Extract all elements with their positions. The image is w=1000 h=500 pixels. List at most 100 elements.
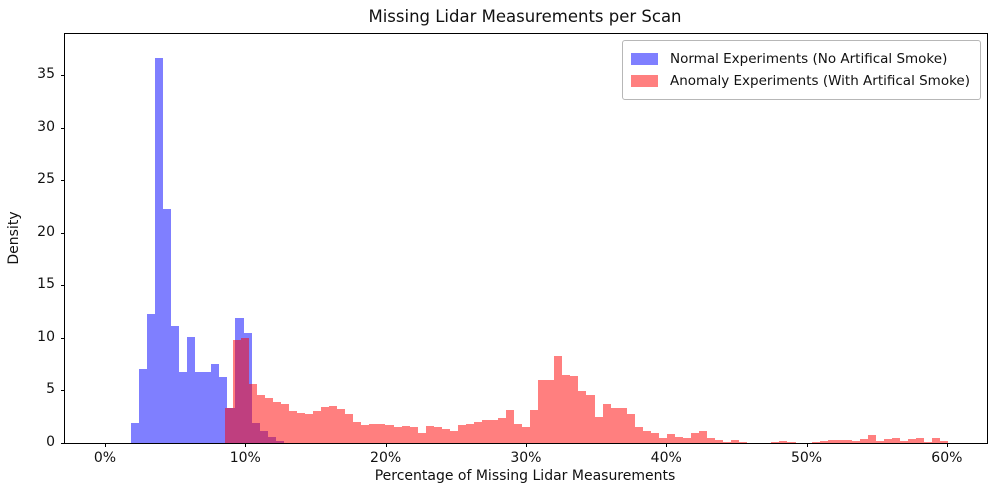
histogram-bar [369, 424, 378, 443]
histogram-bar [578, 391, 587, 443]
histogram-bar [481, 419, 490, 443]
histogram-bar [289, 411, 298, 443]
x-tick-label: 0% [93, 450, 117, 466]
histogram-bar [353, 421, 362, 443]
histogram-bar [940, 440, 949, 443]
legend-entry-normal: Normal Experiments (No Artifical Smoke) [631, 48, 970, 70]
y-tick-label: 0 [46, 434, 55, 450]
histogram-bar [321, 407, 330, 443]
histogram-bar [385, 425, 394, 443]
histogram-bar [650, 432, 659, 443]
histogram-bar [835, 439, 844, 443]
histogram-bar [723, 441, 732, 443]
x-tick-label: 50% [790, 450, 823, 466]
x-tick-mark [666, 443, 668, 447]
histogram-bar [498, 417, 507, 443]
histogram-bar [908, 438, 917, 443]
x-tick-mark [525, 443, 527, 447]
histogram-bar [554, 355, 563, 443]
histogram-bar [248, 384, 257, 443]
histogram-bar [305, 413, 314, 443]
histogram-bar [449, 431, 458, 443]
histogram-bar [163, 208, 172, 443]
legend: Normal Experiments (No Artifical Smoke) … [622, 40, 981, 100]
histogram-bar [916, 437, 925, 443]
histogram-bar [256, 394, 265, 443]
y-tick-label: 10 [37, 328, 55, 345]
histogram-bar [811, 441, 820, 443]
legend-entry-anomaly: Anomaly Experiments (With Artifical Smok… [631, 70, 970, 92]
histogram-bar [530, 410, 539, 443]
y-axis-label: Density [6, 211, 22, 265]
y-tick-label: 15 [37, 276, 55, 293]
y-tick-mark [61, 75, 65, 76]
histogram-bar [546, 379, 555, 443]
histogram-bar [211, 364, 220, 443]
histogram-bar [682, 437, 691, 443]
histogram-bar [859, 438, 868, 443]
histogram-bar [883, 438, 892, 443]
histogram-bar [465, 424, 474, 443]
histogram-bar [377, 424, 386, 443]
y-tick-mark [61, 127, 65, 129]
histogram-bar [867, 434, 876, 443]
y-tick-mark [61, 232, 65, 234]
histogram-bar [345, 413, 354, 443]
histogram-bar [594, 416, 603, 443]
histogram-bar [393, 427, 402, 443]
histogram-bar [203, 371, 212, 443]
x-axis-label: Percentage of Missing Lidar Measurements [374, 468, 676, 484]
legend-swatch-red [631, 75, 658, 87]
histogram-bar [779, 440, 788, 443]
histogram-bar [843, 439, 852, 443]
histogram-bar [707, 437, 716, 443]
histogram-bar [562, 374, 571, 443]
histogram-bar [138, 369, 148, 443]
y-tick-mark [61, 443, 65, 444]
histogram-bar [674, 436, 683, 443]
histogram-bar [433, 427, 442, 443]
histogram-bar [514, 424, 523, 443]
y-tick-label: 25 [37, 171, 55, 188]
histogram-bar [147, 313, 156, 443]
plot-area: 0% 10% 20% 30% 40% 50% 60% 0 5 10 15 20 25 30 35 Norma… [37, 33, 988, 466]
histogram-bar [610, 408, 619, 443]
histogram-bar [171, 326, 180, 443]
histogram-bar [155, 58, 164, 443]
x-tick-mark [385, 443, 387, 447]
histogram-bar [219, 376, 228, 443]
histogram-bar [506, 410, 515, 443]
histogram-bar [851, 440, 860, 443]
histogram-bar [473, 421, 482, 443]
y-tick-mark [61, 337, 65, 339]
histogram-bar [819, 440, 828, 443]
histogram-bar [900, 440, 909, 443]
histogram-bar [538, 379, 547, 443]
y-tick-mark [61, 180, 65, 182]
histogram-bar [924, 441, 933, 443]
histogram-bar [240, 337, 249, 443]
y-tick-label: 35 [37, 66, 55, 82]
histogram-bar [490, 419, 499, 443]
chart-title: Missing Lidar Measurements per Scan [368, 7, 682, 26]
x-tick-mark [245, 443, 247, 447]
histogram-bar [361, 425, 370, 443]
histogram-bar [875, 440, 884, 443]
y-tick-mark [61, 285, 65, 287]
histogram-bar [731, 439, 740, 443]
histogram-bar [739, 441, 748, 443]
histogram-bar [602, 404, 611, 443]
x-tick-mark [104, 443, 106, 447]
histogram-bar [642, 431, 651, 443]
y-tick-mark [61, 390, 65, 392]
histogram-bar [297, 412, 306, 443]
y-tick-label: 30 [37, 118, 55, 135]
histogram-bar [658, 437, 667, 443]
x-tick-label: 30% [510, 450, 542, 466]
histogram-bar [618, 408, 627, 443]
histogram-bar [891, 437, 901, 443]
histogram-bar [457, 425, 466, 443]
x-tick-mark [806, 443, 808, 447]
histogram-bar [272, 402, 281, 443]
